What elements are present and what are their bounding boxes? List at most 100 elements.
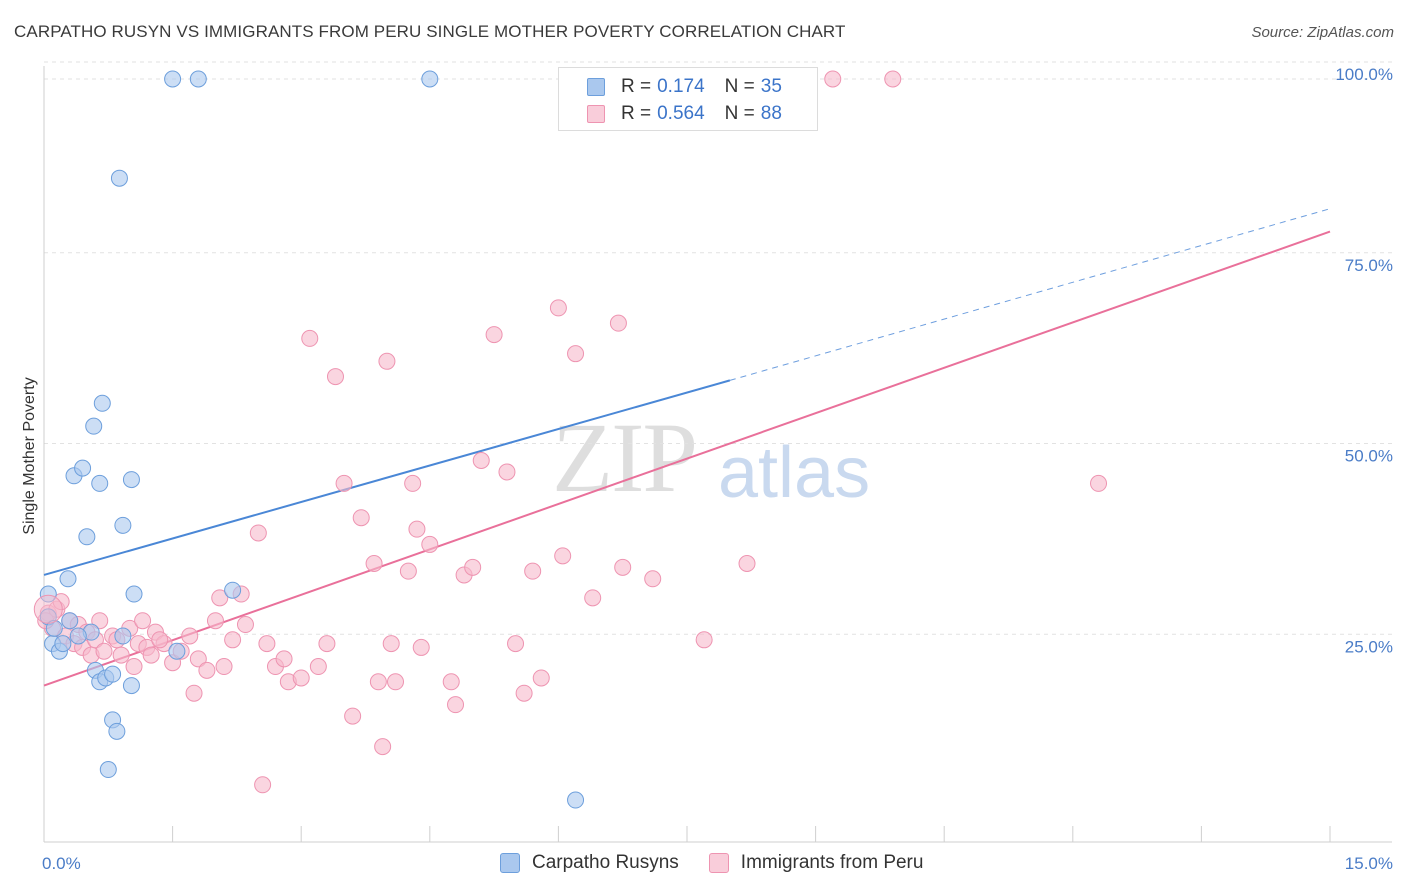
point-carpatho — [567, 791, 585, 809]
series-legend-swatch — [500, 853, 520, 873]
watermark-atlas: atlas — [718, 433, 871, 513]
x-tick-label: 0.0% — [42, 854, 81, 873]
point-carpatho — [93, 394, 111, 412]
series-legend-label: Immigrants from Peru — [740, 852, 924, 873]
point-peru — [249, 524, 267, 542]
point-peru — [95, 642, 113, 660]
legend-n-value: 35 — [760, 76, 782, 97]
y-tick-label: 25.0% — [1345, 637, 1393, 656]
point-peru — [554, 547, 572, 565]
point-peru — [399, 562, 417, 580]
point-peru — [181, 627, 199, 645]
legend-r-value: 0.564 — [657, 103, 705, 124]
point-peru — [326, 368, 344, 386]
legend-r-value: 0.174 — [657, 76, 705, 97]
y-axis-label: Single Mother Poverty — [21, 377, 38, 534]
point-peru — [442, 673, 460, 691]
point-peru — [824, 70, 842, 88]
point-peru — [382, 635, 400, 653]
point-peru — [549, 299, 567, 317]
point-peru — [408, 520, 426, 538]
series-legend: Carpatho Rusyns Immigrants from Peru — [500, 852, 953, 874]
point-carpatho — [91, 474, 109, 492]
point-carpatho — [110, 169, 128, 187]
point-peru — [125, 658, 143, 676]
point-carpatho — [114, 627, 132, 645]
point-peru — [584, 589, 602, 607]
trend-lines — [43, 208, 1331, 687]
point-carpatho — [74, 459, 92, 477]
point-peru — [206, 612, 224, 630]
point-peru — [112, 646, 130, 664]
point-carpatho — [61, 612, 79, 630]
point-peru — [515, 684, 533, 702]
trend-line-carpatho-extended — [729, 208, 1331, 381]
point-peru — [524, 562, 542, 580]
chart-title: CARPATHO RUSYN VS IMMIGRANTS FROM PERU S… — [14, 22, 846, 41]
trend-line-carpatho — [43, 379, 731, 576]
data-points — [33, 70, 1108, 809]
x-tick-label: 15.0% — [1345, 854, 1393, 873]
point-peru — [485, 326, 503, 344]
point-peru — [498, 463, 516, 481]
point-peru — [472, 452, 490, 469]
point-carpatho — [104, 665, 122, 683]
point-peru — [884, 70, 902, 88]
point-peru — [532, 669, 550, 687]
y-tick-label: 50.0% — [1345, 447, 1393, 466]
point-peru — [134, 612, 152, 630]
point-carpatho — [168, 642, 186, 660]
point-peru — [369, 673, 387, 691]
point-peru — [318, 635, 336, 653]
point-peru — [185, 684, 203, 702]
point-carpatho — [54, 635, 72, 653]
point-peru — [447, 696, 465, 714]
point-peru — [309, 658, 327, 676]
point-peru — [404, 474, 422, 492]
point-carpatho — [421, 70, 439, 88]
point-carpatho — [122, 471, 140, 489]
point-carpatho — [224, 581, 242, 599]
point-peru — [507, 635, 525, 653]
point-carpatho — [69, 627, 87, 645]
point-carpatho — [164, 70, 182, 88]
watermark-zip: ZIP — [552, 402, 698, 513]
point-peru — [352, 509, 370, 527]
point-peru — [344, 707, 362, 725]
point-peru — [91, 612, 109, 630]
point-peru — [609, 314, 627, 332]
series-legend-item-peru[interactable]: Immigrants from Peru — [708, 852, 924, 874]
point-peru — [614, 558, 632, 576]
legend-n-label: N = — [724, 103, 755, 124]
legend-r-label: R = — [621, 76, 652, 97]
point-peru — [211, 589, 229, 607]
point-peru — [33, 594, 63, 624]
point-peru — [567, 345, 585, 363]
axes — [43, 66, 1392, 843]
legend-n-value: 88 — [760, 103, 782, 124]
point-peru — [335, 474, 353, 492]
point-peru — [1090, 474, 1108, 492]
series-legend-label: Carpatho Rusyns — [532, 852, 679, 873]
point-peru — [236, 616, 254, 634]
point-peru — [374, 738, 392, 756]
point-peru — [198, 661, 216, 679]
series-legend-item-carpatho[interactable]: Carpatho Rusyns — [500, 852, 679, 874]
y-tick-label: 75.0% — [1345, 256, 1393, 275]
point-peru — [412, 638, 430, 656]
point-peru — [421, 535, 439, 553]
point-carpatho — [59, 570, 77, 588]
legend-swatch-peru — [587, 105, 605, 123]
tick-labels: 25.0% 50.0% 75.0% 100.0% 0.0% 15.0% — [42, 65, 1393, 873]
point-carpatho — [122, 677, 140, 695]
chart-source: Source: ZipAtlas.com — [1251, 24, 1394, 41]
point-peru — [387, 673, 405, 691]
point-peru — [151, 631, 169, 649]
grid-lines — [44, 61, 1392, 635]
y-tick-label: 100.0% — [1335, 65, 1393, 84]
point-peru — [189, 650, 207, 668]
legend-r-label: R = — [621, 103, 652, 124]
point-peru — [142, 646, 160, 664]
point-peru — [378, 352, 396, 370]
